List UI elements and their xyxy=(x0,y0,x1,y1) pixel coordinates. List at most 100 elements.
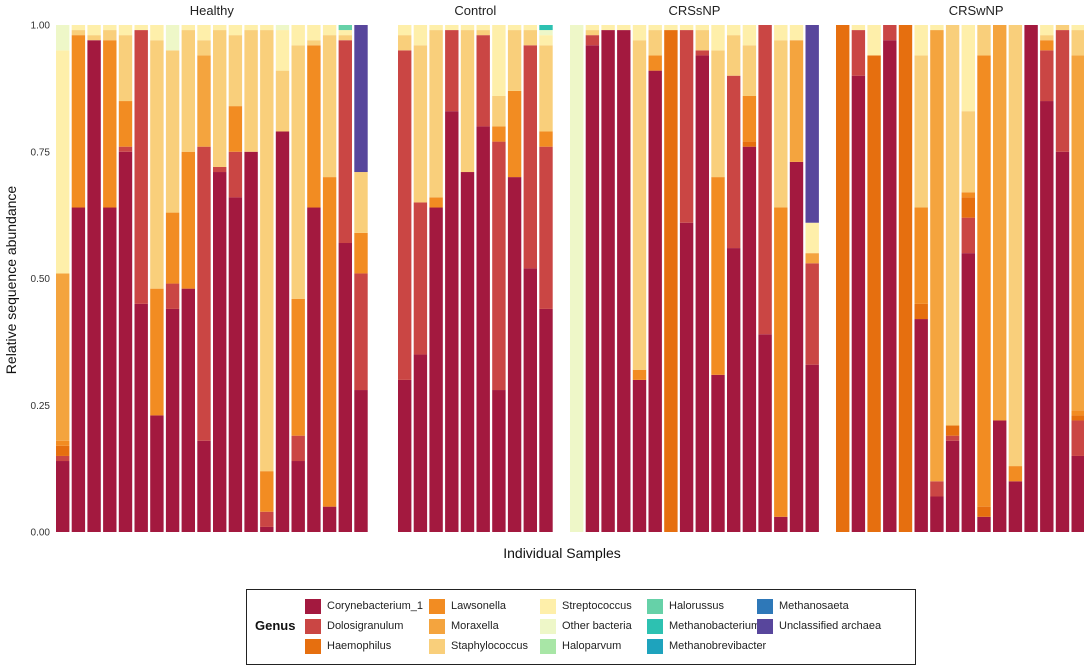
bar-segment xyxy=(492,95,506,127)
legend-label: Moraxella xyxy=(451,620,499,632)
bar-segment xyxy=(165,50,180,213)
bar-segment xyxy=(742,45,757,96)
bar-segment xyxy=(805,364,819,532)
legend-column: Methanosaeta Unclassified archaea xyxy=(757,596,881,636)
bar-segment xyxy=(774,40,788,208)
bar-segment xyxy=(165,212,180,284)
bar-segment xyxy=(1008,25,1023,467)
bar-segment xyxy=(758,334,772,532)
bar-segment xyxy=(134,303,148,532)
legend-column: Halorussus Methanobacterium Methanobreviba… xyxy=(647,596,766,656)
bar-segment xyxy=(883,40,897,533)
bar-segment xyxy=(914,207,928,304)
bar-segment xyxy=(632,25,647,41)
bar-segment xyxy=(291,461,305,532)
bar-segment xyxy=(118,146,133,152)
bar-segment xyxy=(150,25,164,41)
bar-segment xyxy=(977,516,991,532)
y-tick-label: 1.00 xyxy=(31,21,51,32)
bar-segment xyxy=(103,25,117,31)
bar-segment xyxy=(679,222,694,533)
bar-segment xyxy=(789,40,804,162)
bar-segment xyxy=(228,197,243,532)
bar-segment xyxy=(585,25,600,31)
bar-segment xyxy=(150,415,164,532)
legend-item: Lawsonella xyxy=(429,596,528,616)
bar-segment xyxy=(539,35,553,46)
bar-segment xyxy=(322,506,337,532)
legend-column: Lawsonella Moraxella Staphylococcus xyxy=(429,596,528,656)
legend-swatch xyxy=(647,638,663,654)
bar-segment xyxy=(492,126,506,142)
bar-segment xyxy=(1055,25,1070,31)
bar-segment xyxy=(805,222,819,254)
bar-segment xyxy=(601,25,615,31)
y-axis-title: Relative sequence abundance xyxy=(3,186,19,375)
legend-swatch xyxy=(647,618,663,634)
bar-segment xyxy=(1071,410,1084,416)
legend-swatch xyxy=(540,618,556,634)
bar-segment xyxy=(398,35,412,51)
bar-segment xyxy=(413,45,428,203)
bar-segment xyxy=(742,146,757,532)
bar-segment xyxy=(507,90,522,178)
bar-segment xyxy=(774,207,788,517)
bar-segment xyxy=(103,207,117,532)
y-tick-label: 0.25 xyxy=(31,401,51,412)
bar-segment xyxy=(197,146,211,441)
bar-segment xyxy=(1040,50,1054,102)
bar-segment xyxy=(789,25,804,41)
bar-segment xyxy=(523,25,537,31)
bar-segment xyxy=(429,197,443,208)
bar-segment xyxy=(413,354,428,532)
legend-label: Haloparvum xyxy=(562,640,622,652)
bar-segment xyxy=(118,151,133,532)
legend-item: Haloparvum xyxy=(540,636,632,656)
bar-segment xyxy=(87,35,101,41)
bar-segment xyxy=(56,50,70,274)
bar-segment xyxy=(914,55,928,208)
bar-segment xyxy=(476,25,490,31)
bar-segment xyxy=(492,390,506,532)
bar-segment xyxy=(945,25,960,426)
bar-segment xyxy=(883,25,897,41)
bar-segment xyxy=(695,25,709,31)
bar-segment xyxy=(914,303,928,320)
bar-segment xyxy=(150,40,164,289)
bar-segment xyxy=(961,217,975,254)
bar-segment xyxy=(197,440,211,532)
bar-segment xyxy=(977,55,991,507)
bar-segment xyxy=(291,298,305,436)
bar-segment xyxy=(260,25,274,31)
bar-segment xyxy=(539,131,553,147)
legend-item: Halorussus xyxy=(647,596,766,616)
bar-segment xyxy=(945,440,960,532)
bar-segment xyxy=(56,25,70,51)
facet-title: CRSsNP xyxy=(668,3,720,18)
bar-segment xyxy=(322,177,337,507)
bar-segment xyxy=(398,25,412,36)
bar-segment xyxy=(228,25,243,36)
legend-label: Haemophilus xyxy=(327,640,392,652)
bar-segment xyxy=(507,30,522,91)
legend-label: Staphylococcus xyxy=(451,640,529,652)
bar-segment xyxy=(774,25,788,41)
facet-panels: Healthy Control CRSsNP CRSwNP xyxy=(56,3,1084,533)
bar-segment xyxy=(492,25,506,96)
legend-swatch xyxy=(429,598,445,614)
bar-segment xyxy=(338,30,352,36)
bar-segment xyxy=(460,25,475,31)
bar-segment xyxy=(71,25,86,31)
y-axis: 0.00 0.25 0.50 0.75 1.00 xyxy=(31,21,51,539)
bar-segment xyxy=(648,30,662,56)
bar-segment xyxy=(354,172,368,233)
facet-crssnp: CRSsNP xyxy=(570,3,819,533)
legend-item: Staphylococcus xyxy=(429,636,528,656)
bar-segment xyxy=(71,30,86,36)
legend-item: Methanobacterium xyxy=(647,616,766,636)
legend-swatch xyxy=(305,618,321,634)
bar-segment xyxy=(758,25,772,335)
bar-segment xyxy=(836,25,850,532)
legend-label: Streptococcus xyxy=(562,600,632,612)
bar-segment xyxy=(1071,420,1084,456)
